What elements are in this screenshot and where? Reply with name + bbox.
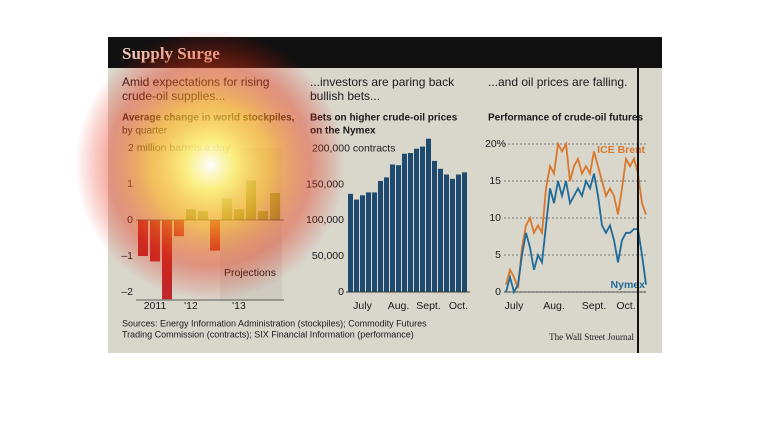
- y-tick-label: 1: [127, 178, 133, 190]
- x-tick-label: Oct.: [616, 300, 635, 312]
- chart-title: Performance of crude-oil futures: [488, 113, 643, 124]
- bar: [444, 174, 449, 292]
- y-tick-label: –1: [121, 250, 133, 262]
- chart-title: Average change in world stockpiles,: [122, 113, 295, 124]
- bar: [186, 209, 196, 220]
- y-tick-label: 0: [495, 286, 501, 298]
- x-tick-label: Aug.: [388, 300, 410, 312]
- bar: [456, 174, 461, 292]
- heading: crude-oil supplies...: [122, 89, 225, 103]
- bar: [210, 220, 220, 251]
- source: Trading Commission (contracts); SIX Fina…: [122, 329, 414, 339]
- bar: [366, 192, 371, 292]
- x-tick-label: July: [505, 300, 524, 312]
- y-tick-label: –2: [121, 286, 133, 298]
- bar: [270, 193, 280, 220]
- x-tick-label: '13: [232, 300, 246, 312]
- heading: ...investors are paring back: [310, 75, 455, 89]
- bar: [162, 220, 172, 300]
- chart-subtitle: by quarter: [122, 126, 168, 137]
- bar: [174, 220, 184, 237]
- chart-subtitle: on the Nymex: [310, 126, 376, 137]
- y-tick-label: 10: [489, 212, 501, 224]
- bar: [348, 193, 353, 292]
- y-tick-label: 150,000: [306, 178, 344, 190]
- x-tick-label: '12: [184, 300, 198, 312]
- y-tick-label: 2 million barrels a day: [128, 142, 231, 154]
- bar: [426, 138, 431, 292]
- line: [505, 141, 647, 289]
- x-tick-label: Aug.: [543, 300, 565, 312]
- bar: [450, 178, 455, 292]
- x-tick-label: July: [353, 300, 372, 312]
- legend-label: ICE Brent: [597, 144, 645, 156]
- bar: [360, 195, 365, 292]
- y-tick-label: 0: [127, 214, 133, 226]
- bar: [414, 148, 419, 292]
- x-tick-label: Sept.: [582, 300, 607, 312]
- bar: [396, 165, 401, 292]
- bar: [384, 177, 389, 292]
- y-tick-label: 100,000: [306, 214, 344, 226]
- bar: [462, 172, 467, 292]
- x-tick-label: Oct.: [449, 300, 468, 312]
- bar: [408, 153, 413, 292]
- heading: ...and oil prices are falling.: [488, 75, 627, 89]
- credit: The Wall Street Journal: [549, 332, 634, 342]
- bar: [138, 220, 148, 256]
- bar: [432, 160, 437, 292]
- bar: [402, 153, 407, 292]
- x-tick-label: Sept.: [416, 300, 441, 312]
- bar: [420, 146, 425, 292]
- y-tick-label: 0: [338, 286, 344, 298]
- y-tick-label: 200,000 contracts: [312, 143, 395, 155]
- bar: [222, 198, 232, 220]
- x-tick-label: 2011: [144, 300, 167, 312]
- source: Sources: Energy Information Administrati…: [122, 318, 427, 328]
- y-tick-label: 15: [489, 175, 501, 187]
- heading: bullish bets...: [310, 89, 380, 103]
- bar: [378, 180, 383, 292]
- y-tick-label: 50,000: [312, 250, 344, 262]
- bar: [372, 192, 377, 292]
- bar: [390, 164, 395, 292]
- heading: Amid expectations for rising: [122, 75, 269, 89]
- bar: [150, 220, 160, 262]
- chart-title: Bets on higher crude-oil prices: [310, 113, 458, 124]
- bar: [354, 199, 359, 292]
- y-tick-label: 5: [495, 249, 501, 261]
- bar: [234, 209, 244, 220]
- title: Supply Surge: [122, 44, 220, 63]
- bar: [258, 211, 268, 220]
- bar: [246, 180, 256, 220]
- legend-label: Nymex: [611, 279, 646, 291]
- y-tick-label: 20%: [485, 138, 506, 150]
- bar: [438, 168, 443, 292]
- bar: [198, 211, 208, 220]
- annotation: Projections: [224, 267, 276, 279]
- line: [505, 173, 647, 295]
